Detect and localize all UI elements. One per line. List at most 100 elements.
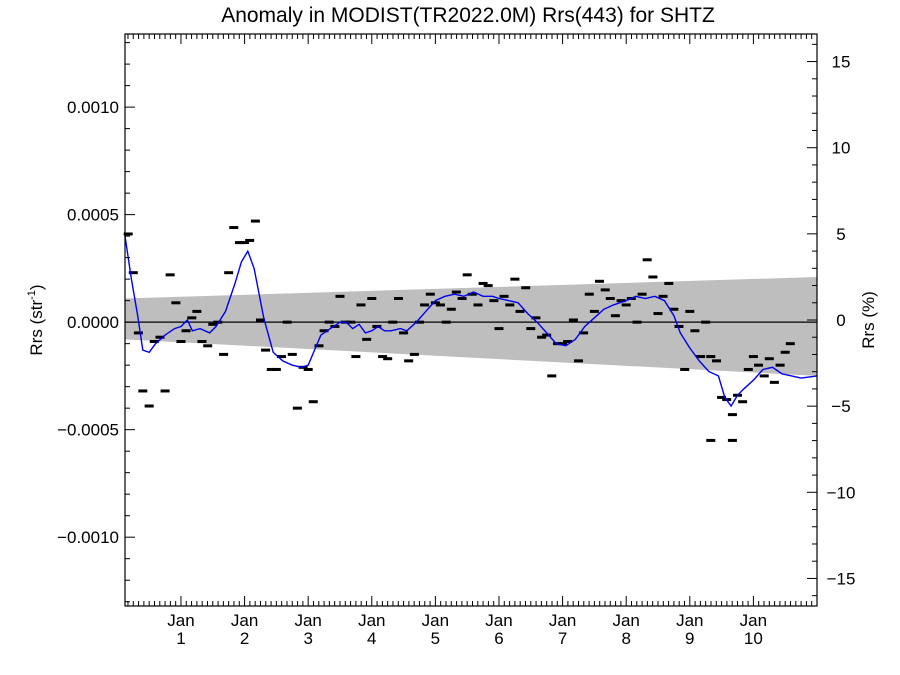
data-point bbox=[171, 301, 181, 305]
data-point bbox=[478, 281, 488, 285]
data-point bbox=[287, 352, 297, 356]
y-tick-label-right: −10 bbox=[827, 483, 856, 502]
y-tick-label-left: 0.0010 bbox=[67, 98, 119, 117]
data-point bbox=[669, 307, 679, 311]
data-point bbox=[324, 320, 334, 324]
data-point bbox=[430, 301, 440, 305]
data-point bbox=[658, 294, 668, 298]
smooth-line bbox=[124, 235, 818, 408]
x-tick-label-month: Jan bbox=[422, 611, 449, 630]
x-tick-label-year: 1 bbox=[176, 629, 185, 648]
data-point bbox=[308, 400, 318, 404]
data-point bbox=[229, 226, 239, 230]
data-point bbox=[330, 324, 340, 328]
x-tick-label-month: Jan bbox=[740, 611, 767, 630]
data-point bbox=[494, 327, 504, 331]
data-point bbox=[351, 355, 361, 359]
data-point bbox=[144, 404, 154, 408]
data-point bbox=[213, 320, 223, 324]
data-point bbox=[420, 303, 430, 307]
data-point bbox=[568, 318, 578, 322]
data-point bbox=[399, 331, 409, 335]
data-point bbox=[664, 281, 674, 285]
y-axis-label-left: Rrs (str-1) bbox=[26, 284, 46, 355]
uncertainty-band bbox=[125, 276, 817, 376]
data-point bbox=[192, 309, 202, 313]
x-tick-label-month: Jan bbox=[485, 611, 512, 630]
y-tick-label-left: −0.0010 bbox=[57, 528, 119, 547]
data-point bbox=[446, 307, 456, 311]
data-point bbox=[759, 374, 769, 378]
data-point bbox=[473, 303, 483, 307]
data-point bbox=[753, 363, 763, 367]
data-point bbox=[727, 438, 737, 442]
data-point bbox=[319, 329, 329, 333]
data-point bbox=[542, 333, 552, 337]
data-point bbox=[674, 324, 684, 328]
data-point bbox=[276, 355, 286, 359]
data-point bbox=[303, 367, 313, 371]
data-point bbox=[632, 320, 642, 324]
data-point bbox=[123, 232, 133, 236]
data-point bbox=[462, 273, 472, 277]
data-point bbox=[558, 342, 568, 346]
data-point bbox=[346, 320, 356, 324]
data-point bbox=[425, 292, 435, 296]
data-point bbox=[181, 329, 191, 333]
data-point bbox=[610, 314, 620, 318]
data-point bbox=[537, 335, 547, 339]
data-point bbox=[642, 258, 652, 262]
data-point bbox=[245, 238, 255, 242]
data-point bbox=[451, 290, 461, 294]
data-point bbox=[282, 320, 292, 324]
data-point bbox=[748, 355, 758, 359]
plot-area: 0.00100.00050.0000−0.0005−0.0010151050−5… bbox=[57, 33, 856, 648]
data-point bbox=[764, 357, 774, 361]
data-point bbox=[187, 316, 197, 320]
data-point bbox=[515, 309, 525, 313]
data-point bbox=[690, 329, 700, 333]
data-point bbox=[696, 355, 706, 359]
data-point bbox=[653, 312, 663, 316]
data-point bbox=[155, 335, 165, 339]
data-point bbox=[383, 357, 393, 361]
data-point bbox=[404, 359, 414, 363]
data-point bbox=[738, 400, 748, 404]
data-point bbox=[372, 324, 382, 328]
data-point bbox=[526, 327, 536, 331]
x-tick-label-month: Jan bbox=[549, 611, 576, 630]
y-tick-label-left: −0.0005 bbox=[57, 421, 119, 440]
x-tick-label-month: Jan bbox=[167, 611, 194, 630]
data-point bbox=[483, 284, 493, 288]
y-tick-label-right: −15 bbox=[827, 569, 856, 588]
data-point bbox=[584, 292, 594, 296]
data-point bbox=[219, 352, 229, 356]
data-point bbox=[785, 342, 795, 346]
data-point bbox=[271, 367, 281, 371]
data-point bbox=[435, 303, 445, 307]
data-point bbox=[600, 288, 610, 292]
y-tick-label-right: 5 bbox=[836, 225, 845, 244]
data-point bbox=[780, 350, 790, 354]
data-point bbox=[356, 303, 366, 307]
data-point bbox=[266, 367, 276, 371]
data-point bbox=[605, 296, 615, 300]
x-tick-label-year: 5 bbox=[431, 629, 440, 648]
data-point bbox=[234, 241, 244, 245]
y-tick-label-right: 15 bbox=[832, 53, 851, 72]
data-point bbox=[165, 273, 175, 277]
y-tick-label-right: 10 bbox=[832, 139, 851, 158]
data-point bbox=[240, 241, 250, 245]
data-point bbox=[128, 271, 138, 275]
data-point bbox=[616, 299, 626, 303]
x-tick-label-year: 10 bbox=[744, 629, 763, 648]
data-point bbox=[573, 359, 583, 363]
data-point bbox=[547, 374, 557, 378]
data-point bbox=[362, 337, 372, 341]
data-point bbox=[648, 275, 658, 279]
data-point bbox=[261, 348, 271, 352]
data-point bbox=[594, 279, 604, 283]
data-point bbox=[706, 355, 716, 359]
data-point bbox=[467, 292, 477, 296]
